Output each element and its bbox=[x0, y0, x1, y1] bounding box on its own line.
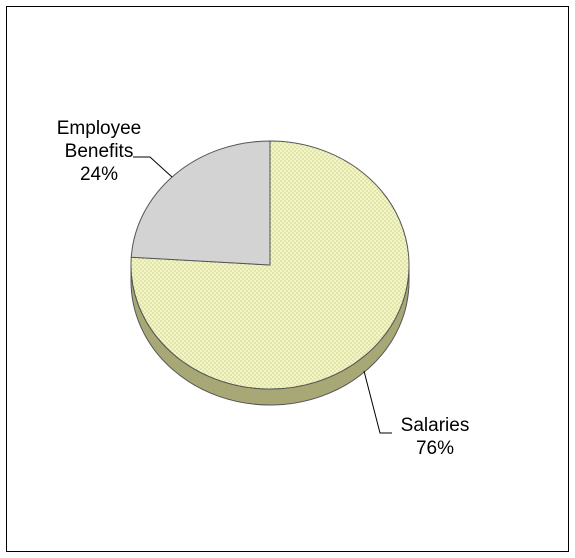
pie-slice-salaries bbox=[130, 140, 410, 390]
slice-percent-label: 24% bbox=[79, 164, 119, 185]
slice-percent-label: 76% bbox=[415, 438, 455, 459]
leader-line-employee-benefits bbox=[133, 156, 173, 178]
slice-label-employee-benefits: Employee Benefits 24% bbox=[34, 117, 164, 186]
slice-label-salaries: Salaries 76% bbox=[380, 414, 490, 460]
slice-label-line: Benefits bbox=[64, 141, 134, 162]
slice-label-line: Employee bbox=[56, 118, 142, 139]
leader-line-salaries bbox=[363, 370, 392, 434]
slice-label-line: Salaries bbox=[400, 415, 470, 436]
pie-slice-employee-benefits bbox=[130, 140, 271, 266]
